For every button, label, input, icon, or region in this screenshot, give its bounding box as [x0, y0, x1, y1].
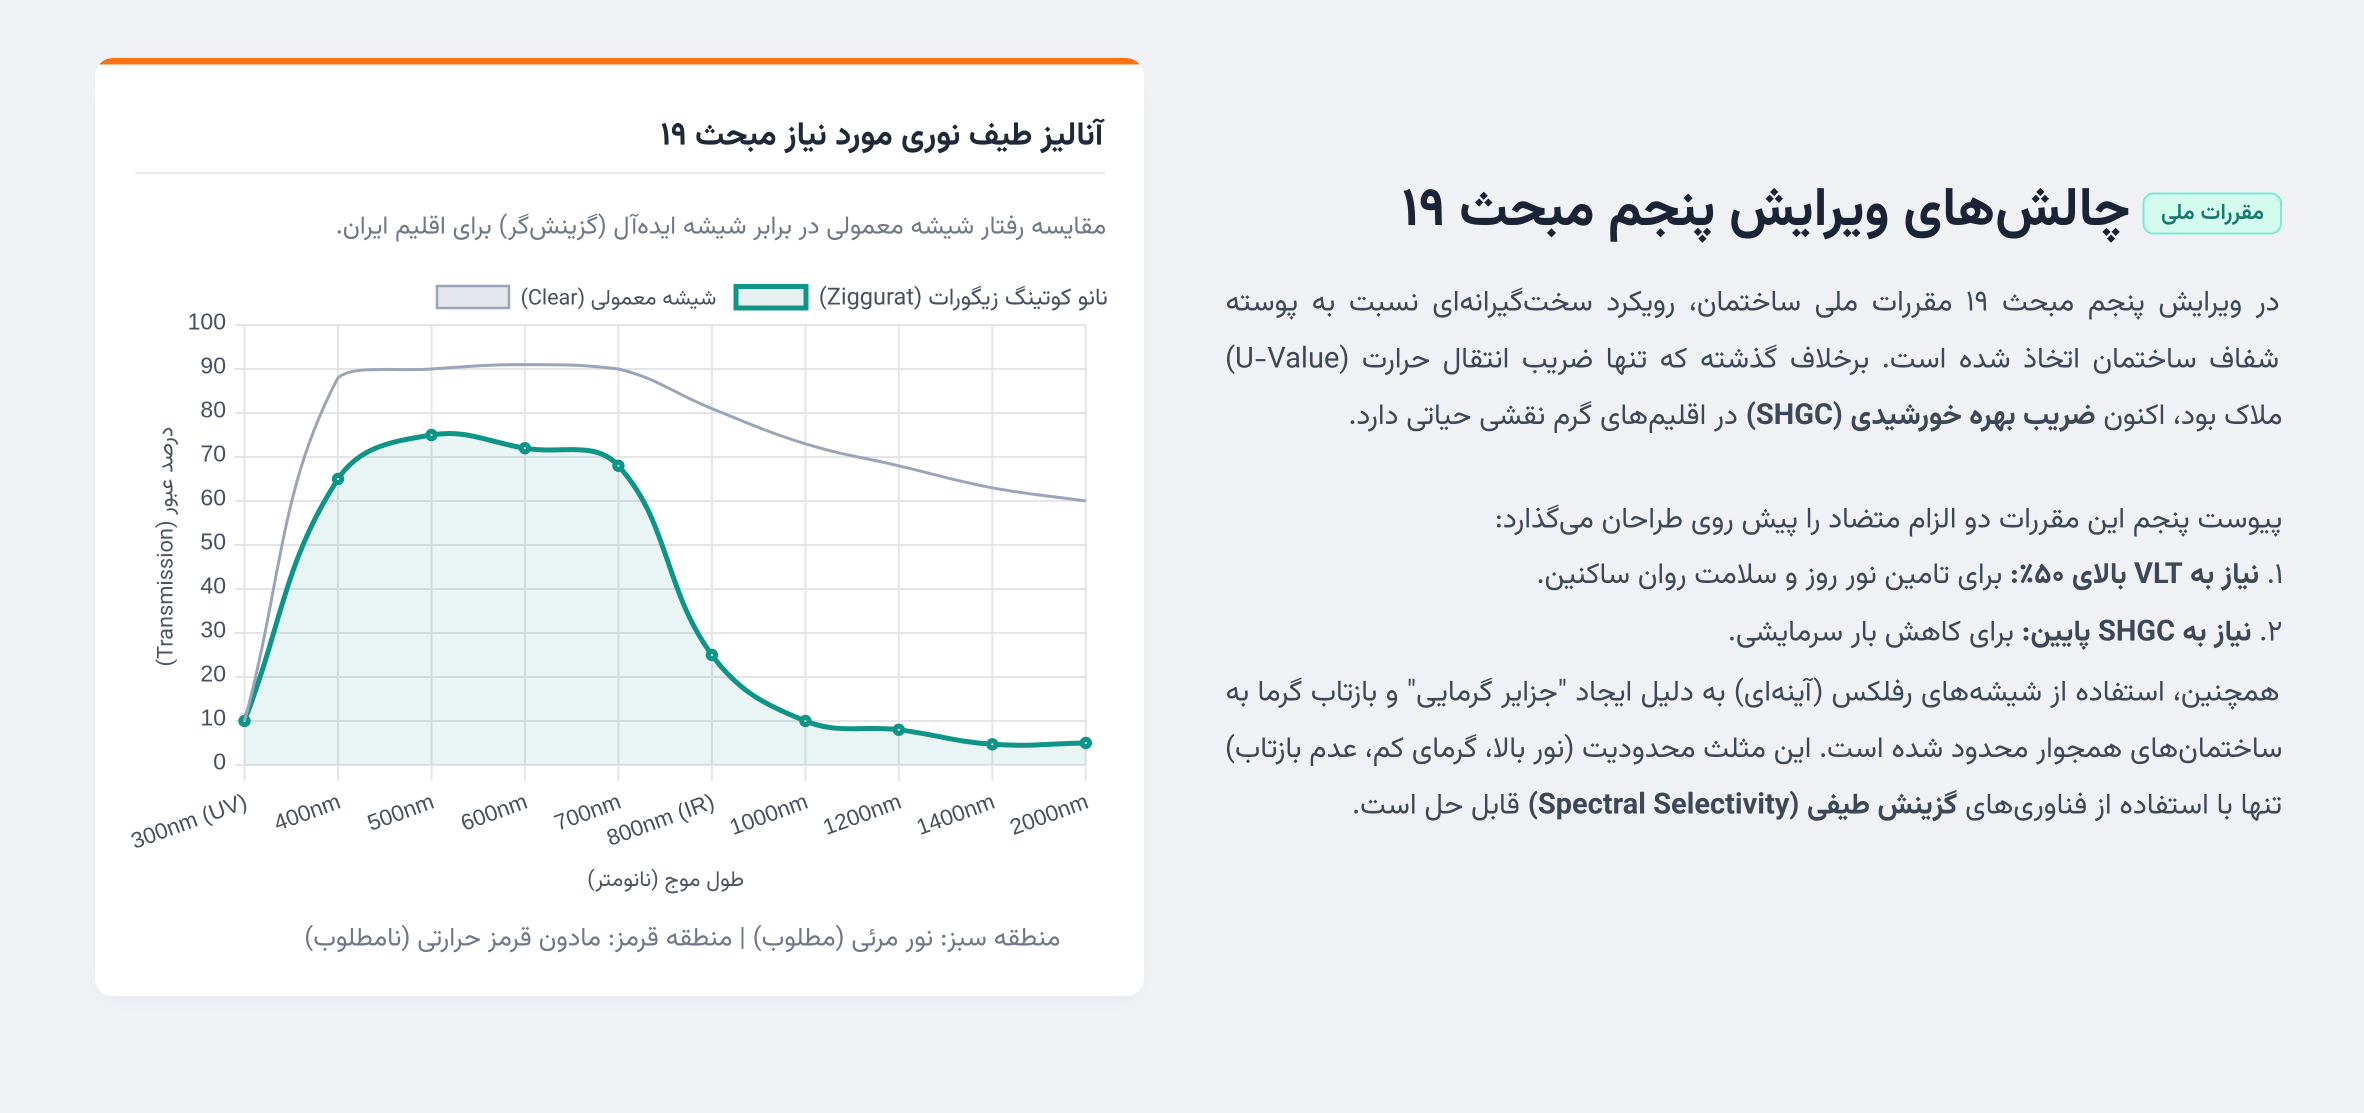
svg-text:100: 100 — [188, 309, 226, 335]
svg-text:90: 90 — [200, 353, 226, 379]
svg-text:70: 70 — [200, 441, 226, 467]
svg-text:0: 0 — [213, 749, 226, 775]
svg-text:60: 60 — [200, 485, 226, 511]
svg-text:80: 80 — [200, 397, 226, 423]
svg-text:30: 30 — [200, 617, 226, 643]
svg-text:20: 20 — [200, 661, 226, 687]
svg-text:10: 10 — [200, 705, 226, 731]
svg-text:50: 50 — [200, 529, 226, 555]
svg-text:40: 40 — [200, 573, 226, 599]
